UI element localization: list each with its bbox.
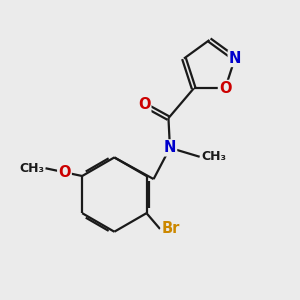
Text: CH₃: CH₃ (19, 162, 44, 175)
Text: Br: Br (161, 221, 180, 236)
Text: O: O (58, 165, 71, 180)
Text: O: O (219, 81, 231, 96)
Text: N: N (164, 140, 176, 155)
Text: N: N (229, 51, 241, 66)
Text: O: O (138, 97, 150, 112)
Text: CH₃: CH₃ (201, 150, 226, 163)
